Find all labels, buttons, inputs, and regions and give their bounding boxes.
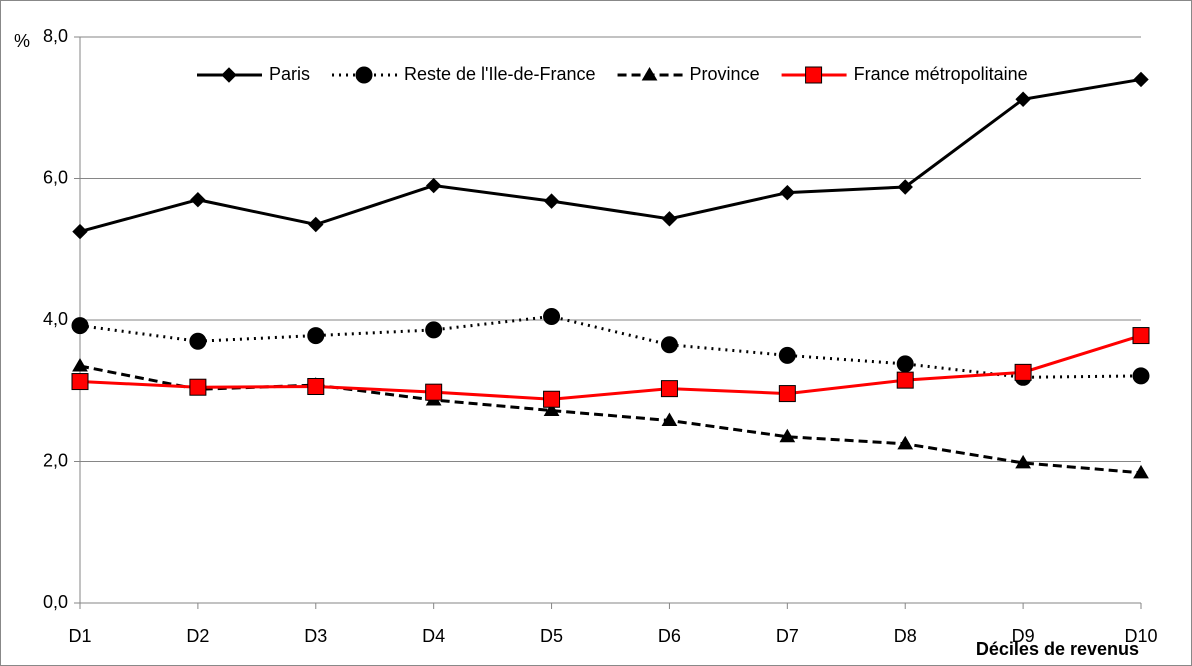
x-tick-label: D9	[1012, 626, 1035, 646]
x-tick-label: D2	[186, 626, 209, 646]
marker	[1133, 464, 1149, 479]
x-tick-label: D6	[658, 626, 681, 646]
series-line	[79, 364, 1142, 475]
marker	[661, 412, 678, 426]
x-tick-label: D7	[776, 626, 799, 646]
y-tick-label: 0,0	[43, 592, 68, 612]
marker	[425, 177, 442, 194]
series-line	[79, 314, 1142, 379]
legend-label: Reste de l'Ile-de-France	[404, 64, 596, 84]
marker	[307, 327, 325, 345]
marker	[641, 67, 658, 81]
marker	[190, 192, 206, 208]
marker	[1132, 327, 1150, 345]
legend-label: Paris	[269, 64, 310, 84]
marker	[661, 211, 678, 227]
legend: Paris Reste de l'Ile-de-France Province Fra…	[197, 64, 1028, 84]
marker	[307, 378, 325, 396]
legend-label: France métropolitaine	[854, 64, 1028, 84]
legend-label: Province	[690, 64, 760, 84]
marker	[72, 357, 88, 372]
marker	[543, 390, 561, 408]
marker	[660, 380, 678, 398]
marker	[1015, 91, 1031, 107]
x-tick-label: D4	[422, 626, 445, 646]
marker	[897, 179, 913, 195]
series-line	[79, 77, 1142, 234]
marker	[660, 336, 678, 354]
marker	[778, 346, 796, 364]
marker	[1014, 363, 1032, 381]
series-line	[79, 334, 1142, 401]
y-tick-label: 8,0	[43, 26, 68, 46]
marker	[897, 435, 914, 450]
marker	[425, 321, 443, 339]
marker	[779, 428, 796, 443]
marker	[805, 66, 823, 84]
y-tick-label: 4,0	[43, 309, 68, 329]
marker	[543, 307, 561, 325]
x-axis-label: Déciles de revenus	[976, 639, 1139, 659]
marker	[778, 385, 796, 403]
marker	[71, 373, 89, 391]
marker	[72, 223, 88, 240]
marker	[189, 332, 207, 350]
marker	[779, 184, 796, 201]
marker	[355, 66, 373, 84]
marker	[543, 193, 560, 209]
x-tick-label: D10	[1124, 626, 1157, 646]
y-tick-label: 6,0	[43, 167, 68, 187]
marker	[896, 371, 914, 389]
x-tick-label: D5	[540, 626, 563, 646]
marker	[189, 378, 207, 396]
x-tick-label: D8	[894, 626, 917, 646]
x-tick-label: D1	[68, 626, 91, 646]
y-axis-label: %	[14, 31, 30, 51]
marker	[1132, 367, 1150, 385]
y-tick-label: 2,0	[43, 450, 68, 470]
marker	[71, 317, 89, 335]
marker	[896, 355, 914, 373]
x-tick-label: D3	[304, 626, 327, 646]
marker	[221, 67, 237, 83]
marker	[543, 402, 560, 417]
marker	[1133, 71, 1149, 88]
marker	[308, 216, 324, 233]
marker	[425, 383, 443, 401]
marker	[1015, 454, 1031, 469]
